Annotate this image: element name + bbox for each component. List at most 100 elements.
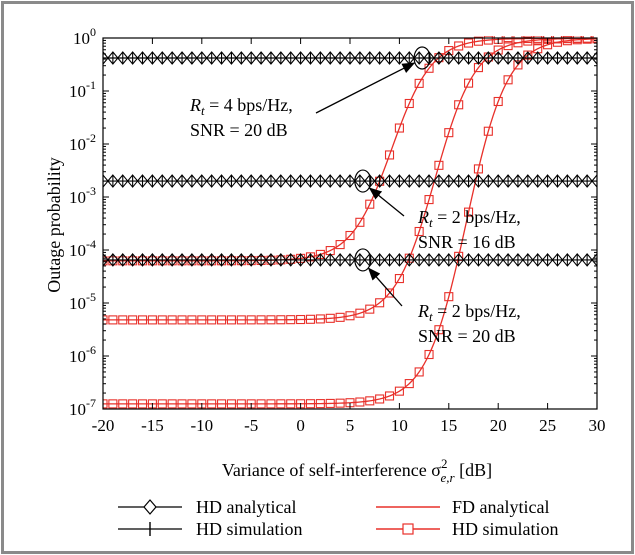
hd-analytical-point: [103, 253, 109, 267]
fd-simulation-point: [394, 386, 404, 396]
fd-simulation-point: [286, 315, 296, 325]
annotation-rate: Rt = 4 bps/Hz,: [189, 95, 293, 118]
fd-analytical-line-3: [103, 38, 597, 405]
legend-entry-hd-simulation: HD simulation: [118, 519, 303, 539]
y-tick-label: 10-6: [69, 343, 96, 366]
fd-simulation-point: [414, 367, 424, 377]
fd-simulation-point: [108, 315, 118, 325]
fd-simulation-point: [355, 308, 365, 318]
fd-simulation-point: [226, 399, 236, 409]
fd-simulation-point: [296, 314, 306, 325]
x-axis-label-text: Variance of self-interference σ: [222, 460, 441, 480]
legend-label-hd-analytical: HD analytical: [196, 497, 296, 517]
fd-simulation-point: [103, 315, 108, 325]
hd-analytical-point: [591, 253, 597, 267]
fd-simulation-point: [414, 226, 424, 237]
fd-simulation-point: [355, 397, 365, 407]
fd-simulation-point: [454, 100, 464, 110]
legend-label-fd-simulation: HD simulation: [452, 519, 559, 539]
hd-analytical-point: [103, 174, 109, 188]
legend-label-hd-simulation: HD simulation: [196, 519, 303, 539]
fd-simulation-point: [137, 399, 148, 409]
annotation-snr: SNR = 20 dB: [190, 120, 288, 140]
fd-simulation-point: [434, 160, 444, 170]
fd-simulation-point: [444, 292, 454, 302]
fd-simulation-point: [592, 36, 597, 44]
fd-simulation-point: [503, 41, 513, 51]
fd-simulation-point: [464, 78, 474, 88]
fd-simulation-point: [335, 312, 345, 322]
x-axis-label-sub: e,r: [440, 470, 455, 485]
fd-simulation-point: [394, 273, 404, 284]
fd-simulation-point: [365, 304, 375, 314]
annotation-rate: Rt = 2 bps/Hz,: [417, 301, 521, 324]
y-tick-label: 10-3: [69, 184, 96, 207]
fd-simulation-point: [424, 349, 434, 360]
legend-marker-diamond: [143, 499, 157, 515]
x-axis-label-sup: 2: [441, 456, 448, 471]
fd-simulation-point: [533, 36, 543, 45]
legend-label-fd-analytical: FD analytical: [452, 497, 549, 517]
fd-simulation-point: [582, 36, 592, 44]
fd-simulation-point: [226, 315, 236, 325]
x-axis-label-unit: [dB]: [455, 460, 493, 480]
fd-simulation-point: [137, 315, 148, 325]
fd-simulation-point: [157, 399, 167, 409]
fd-simulation-point: [256, 399, 266, 409]
fd-analytical-line-1: [103, 37, 597, 262]
fd-simulation-point: [167, 399, 177, 409]
hd-analytical-point: [591, 51, 597, 65]
fd-simulation-point: [177, 399, 187, 409]
fd-simulation-point: [464, 38, 474, 48]
fd-simulation-point: [572, 36, 582, 45]
fd-simulation-point: [375, 394, 385, 404]
annotation-circle: [354, 169, 372, 193]
fd-simulation-point: [434, 325, 444, 335]
fd-simulation-point: [493, 96, 503, 107]
fd-simulation-point: [503, 36, 513, 44]
fd-simulation-point: [345, 230, 355, 241]
fd-simulation-point: [276, 399, 286, 409]
y-tick-label: 100: [73, 25, 96, 48]
y-tick-label: 10-5: [69, 290, 96, 313]
annotation-rate: Rt = 2 bps/Hz,: [417, 207, 521, 230]
series-group: [103, 36, 597, 409]
x-tick-label: -15: [141, 416, 164, 435]
x-tick-label: 10: [391, 416, 408, 435]
fd-simulation-point: [236, 315, 246, 325]
fd-simulation-point: [394, 123, 404, 133]
fd-simulation-point: [217, 399, 227, 409]
hd-analytical-point: [591, 174, 597, 188]
y-tick-label: 10-1: [69, 78, 96, 101]
fd-simulation-point: [454, 41, 464, 51]
fd-simulation-point: [444, 128, 454, 138]
fd-simulation-point: [503, 75, 513, 85]
annotation-arrow: [367, 267, 403, 307]
plot-area: [103, 36, 597, 409]
x-tick-label: 0: [296, 416, 305, 435]
x-axis-label: Variance of self-interference σ2 e,r [dB]: [222, 456, 492, 485]
fd-simulation-point: [246, 315, 256, 325]
fd-simulation-point: [197, 315, 207, 325]
y-tick-label: 10-4: [69, 237, 96, 260]
y-tick-label: 10-7: [69, 396, 96, 419]
fd-simulation-point: [276, 315, 286, 325]
fd-simulation-point: [187, 315, 197, 325]
fd-simulation-point: [286, 399, 296, 409]
fd-simulation-point: [375, 298, 385, 308]
fd-simulation-point: [365, 199, 375, 209]
x-tick-label: 30: [589, 416, 606, 435]
fd-simulation-point: [355, 217, 365, 227]
fd-simulation-point: [187, 399, 197, 409]
fd-simulation-point: [177, 315, 187, 325]
fd-simulation-point: [384, 288, 395, 298]
annotation-snr: SNR = 16 dB: [418, 232, 516, 252]
annotation-snr: SNR = 20 dB: [418, 326, 516, 346]
fd-simulation-point: [404, 98, 414, 109]
fd-simulation-point: [103, 399, 108, 409]
fd-simulation-point: [562, 36, 572, 46]
fd-simulation-point: [464, 207, 474, 217]
fd-simulation-point: [414, 78, 424, 88]
